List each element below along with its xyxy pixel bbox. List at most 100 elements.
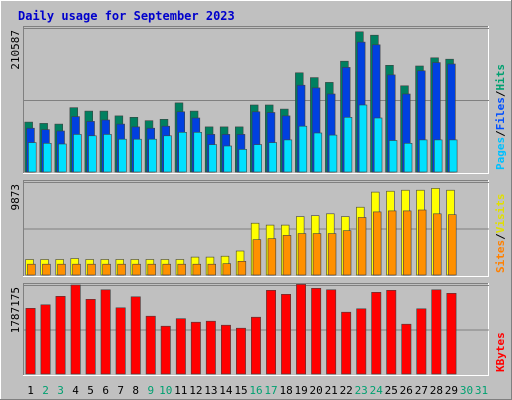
bar-kbytes-day-28 (431, 289, 442, 375)
bar-sites-day-16 (252, 239, 262, 276)
bar-pages-day-9 (148, 138, 157, 173)
legend-item: Hits (494, 64, 507, 91)
day-label-6: 6 (102, 384, 109, 397)
bar-pages-day-14 (223, 145, 232, 173)
bar-sites-day-13 (207, 263, 216, 276)
bar-pages-day-4 (73, 134, 82, 173)
bar-pages-day-29 (448, 139, 458, 173)
bar-sites-day-2 (42, 263, 51, 276)
y-max-label: 9873 (9, 184, 22, 211)
bar-pages-day-3 (58, 143, 67, 173)
bar-kbytes-day-16 (251, 316, 261, 375)
bar-sites-day-9 (147, 263, 156, 276)
day-label-13: 13 (204, 384, 217, 397)
bar-kbytes-day-20 (311, 287, 322, 375)
bar-kbytes-day-9 (145, 315, 156, 375)
bar-sites-day-21 (327, 233, 337, 276)
bar-sites-day-17 (267, 238, 277, 276)
legend-item: Pages (494, 137, 507, 170)
chart-title: Daily usage for September 2023 (18, 9, 235, 23)
bar-pages-day-8 (133, 138, 142, 173)
bar-kbytes-day-24 (371, 291, 382, 375)
bar-kbytes-day-12 (190, 321, 201, 375)
bar-sites-day-15 (237, 260, 247, 276)
bar-pages-day-24 (373, 117, 383, 173)
bar-pages-day-11 (178, 132, 187, 173)
bar-sites-day-7 (117, 263, 126, 276)
day-label-24: 24 (370, 384, 384, 397)
day-label-19: 19 (294, 384, 307, 397)
bar-sites-day-6 (102, 263, 111, 276)
bar-pages-day-17 (268, 142, 277, 173)
bar-sites-day-4 (72, 263, 81, 276)
y-max-label: 210587 (9, 30, 22, 70)
day-label-21: 21 (325, 384, 338, 397)
bar-kbytes-day-18 (281, 293, 291, 375)
panel-kbytes: 1787175 KBytes (9, 283, 507, 376)
bar-kbytes-day-10 (160, 325, 171, 375)
bar-kbytes-day-3 (55, 295, 66, 375)
legend-item: / (494, 233, 507, 240)
bar-kbytes-day-5 (85, 298, 96, 375)
day-label-31: 31 (475, 384, 488, 397)
bar-sites-day-1 (27, 263, 36, 276)
day-label-4: 4 (72, 384, 79, 397)
bar-kbytes-day-17 (266, 289, 276, 375)
day-label-10: 10 (159, 384, 172, 397)
bar-sites-day-8 (132, 263, 141, 276)
bar-pages-day-25 (388, 140, 398, 173)
legend: KBytes (494, 332, 507, 372)
bar-kbytes-day-6 (100, 289, 111, 375)
bar-sites-day-19 (297, 233, 307, 276)
day-label-12: 12 (189, 384, 202, 397)
bar-kbytes-day-7 (115, 307, 126, 375)
series-pages (28, 104, 458, 173)
legend-item: Visits (494, 194, 507, 234)
bar-sites-day-5 (87, 263, 96, 276)
panels-layer: 210587Pages/Files/Hits9873Sites/Visits17… (9, 26, 507, 376)
legend-item: KBytes (494, 332, 507, 372)
bar-pages-day-16 (253, 144, 262, 173)
day-label-15: 15 (234, 384, 247, 397)
y-max-label: 1787175 (9, 287, 22, 333)
day-label-9: 9 (147, 384, 154, 397)
bar-pages-day-27 (418, 139, 428, 173)
legend: Sites/Visits (494, 194, 507, 274)
bar-pages-day-23 (358, 104, 368, 173)
bar-sites-day-20 (312, 233, 322, 276)
day-label-1: 1 (27, 384, 34, 397)
bar-kbytes-day-21 (326, 289, 337, 375)
day-label-25: 25 (385, 384, 398, 397)
bar-kbytes-day-19 (296, 284, 306, 375)
series-kbytes (25, 284, 457, 375)
bar-pages-day-13 (208, 144, 217, 173)
legend-item: Files (494, 97, 507, 130)
bar-sites-day-24 (372, 211, 382, 276)
bar-kbytes-day-29 (446, 292, 457, 375)
bar-kbytes-day-23 (356, 308, 367, 375)
bar-kbytes-day-15 (236, 327, 246, 375)
bar-kbytes-day-14 (221, 324, 231, 375)
bar-sites-day-27 (417, 209, 427, 276)
day-label-20: 20 (309, 384, 322, 397)
bar-pages-day-2 (43, 143, 52, 173)
bar-kbytes-day-4 (70, 284, 81, 375)
bar-sites-day-14 (222, 263, 231, 276)
bar-kbytes-day-2 (40, 304, 51, 375)
bar-pages-day-28 (433, 139, 443, 173)
day-label-22: 22 (340, 384, 353, 397)
bar-sites-day-23 (357, 217, 367, 276)
day-label-2: 2 (42, 384, 49, 397)
day-label-30: 30 (460, 384, 473, 397)
bar-pages-day-22 (343, 117, 353, 173)
bar-sites-day-12 (192, 263, 201, 276)
day-label-26: 26 (400, 384, 413, 397)
bar-sites-day-28 (433, 213, 442, 276)
day-label-18: 18 (279, 384, 292, 397)
bar-pages-day-15 (238, 149, 247, 173)
day-label-23: 23 (355, 384, 368, 397)
bar-pages-day-21 (328, 134, 338, 173)
